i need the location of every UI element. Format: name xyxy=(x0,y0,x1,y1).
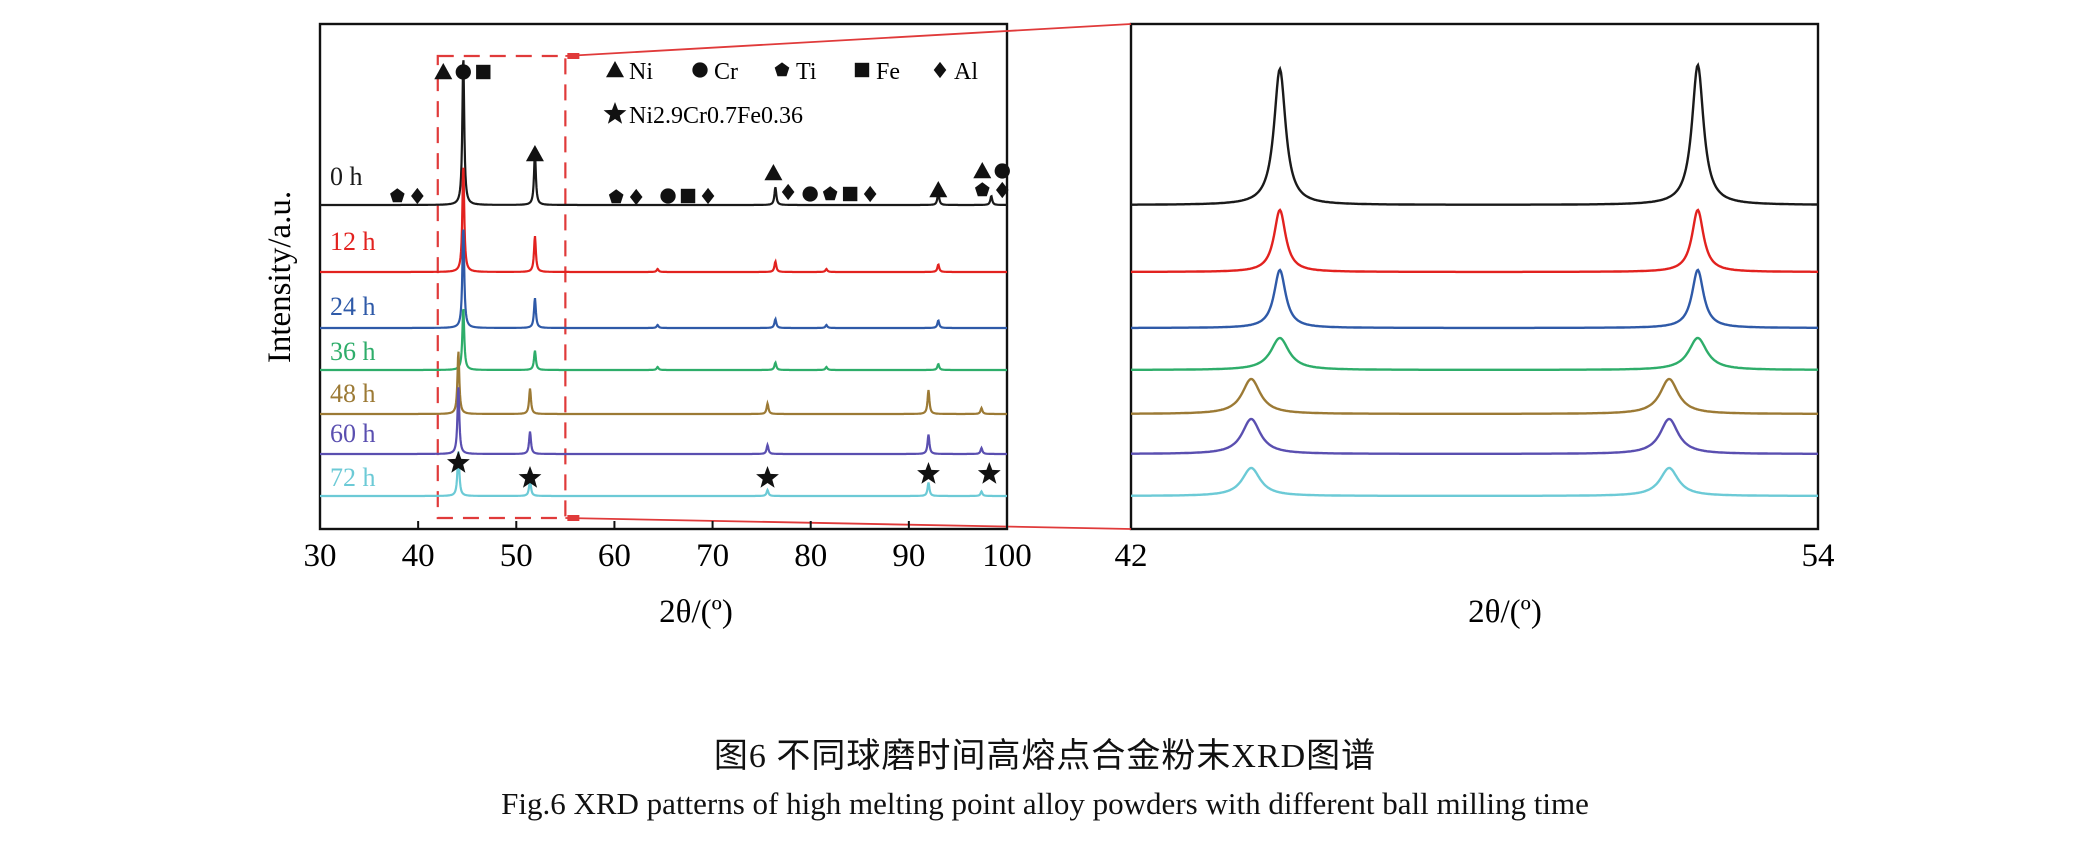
square-marker xyxy=(854,62,870,78)
square-marker xyxy=(842,186,858,202)
left-series-line-0h xyxy=(320,60,1008,207)
legend-label-al: Al xyxy=(954,59,978,85)
left-x-tick-label: 50 xyxy=(500,538,533,574)
left-series-line-12h xyxy=(320,167,1007,274)
star-marker xyxy=(756,466,779,488)
zoom-region-box xyxy=(436,54,567,520)
series-label-48h: 48 h xyxy=(330,379,376,408)
star-marker xyxy=(518,466,542,488)
pentagon-marker xyxy=(608,189,624,204)
series-label-36h: 36 h xyxy=(330,337,376,366)
phase-markers xyxy=(390,63,1010,488)
xrd-figure: 0 h12 h24 h36 h48 h60 h72 h Ni Cr Ti Fe AlNi… xyxy=(262,22,1835,630)
series-label-72h: 72 h xyxy=(330,463,376,492)
circle-marker xyxy=(455,64,471,80)
left-x-tick-label: 70 xyxy=(696,538,729,574)
left-x-axis-label: 2θ/(º) xyxy=(659,594,733,630)
square-marker xyxy=(476,64,491,80)
left-series-line-48h xyxy=(320,351,1007,416)
axis-ticks: 30 40 50 60 70 80 90 100 42 54 xyxy=(304,521,1835,574)
pentagon-marker xyxy=(774,62,790,77)
diamond-marker xyxy=(411,187,424,205)
triangle-marker xyxy=(764,164,783,181)
left-x-tick-label: 100 xyxy=(982,538,1032,574)
diamond-marker xyxy=(629,188,643,206)
legend-label-ni: Ni xyxy=(629,59,653,85)
circle-marker xyxy=(692,62,708,78)
zoom-handle-bottom xyxy=(567,515,580,521)
left-series-line-60h xyxy=(320,387,1007,456)
zoom-connector-top xyxy=(565,23,1132,57)
pentagon-marker xyxy=(822,186,838,201)
right-series-line-24h xyxy=(1131,268,1818,330)
right-series-line-0h xyxy=(1131,62,1818,206)
legend-label-cr: Cr xyxy=(714,59,738,85)
legend-label-compound: Ni2.9Cr0.7Fe0.36 xyxy=(629,103,803,129)
circle-marker xyxy=(660,188,676,204)
circle-marker xyxy=(802,186,818,202)
left-y-axis-label: Intensity/a.u. xyxy=(262,191,298,363)
star-marker xyxy=(917,462,940,484)
right-series-line-72h xyxy=(1131,466,1818,497)
right-x-tick-label: 54 xyxy=(1802,538,1835,574)
legend-label-ti: Ti xyxy=(796,59,817,85)
left-series-line-24h xyxy=(320,229,1007,330)
right-series-line-60h xyxy=(1131,417,1818,455)
series-label-60h: 60 h xyxy=(330,419,376,448)
left-series-group xyxy=(320,60,1008,498)
diamond-marker xyxy=(781,183,795,201)
zoom-connector-bottom xyxy=(565,517,1132,530)
figure-caption-chinese: 图6 不同球磨时间高熔点合金粉末XRD图谱 xyxy=(713,738,1377,775)
triangle-marker xyxy=(606,61,624,78)
left-x-tick-label: 80 xyxy=(794,538,827,574)
series-label-0h: 0 h xyxy=(330,162,363,191)
right-x-tick-label: 42 xyxy=(1115,538,1148,574)
circle-marker xyxy=(994,163,1010,179)
left-x-tick-label: 40 xyxy=(402,538,435,574)
series-label-24h: 24 h xyxy=(330,292,376,321)
triangle-marker xyxy=(525,145,544,162)
left-series-line-36h xyxy=(320,308,1007,372)
figure-caption-english: Fig.6 XRD patterns of high melting point… xyxy=(501,786,1589,821)
right-series-line-48h xyxy=(1131,377,1818,415)
left-x-tick-label: 90 xyxy=(892,538,925,574)
diamond-marker xyxy=(701,187,715,205)
diamond-marker xyxy=(933,61,947,79)
right-series-line-12h xyxy=(1131,208,1818,274)
left-x-tick-label: 60 xyxy=(598,538,631,574)
left-plot-frame xyxy=(318,22,1009,531)
pentagon-marker xyxy=(975,182,990,197)
triangle-marker xyxy=(434,63,453,80)
left-series-labels: 0 h 12 h 24 h 36 h 48 h 60 h 72 h xyxy=(330,162,376,492)
zoom-handle-top xyxy=(567,53,580,59)
square-marker xyxy=(680,188,696,204)
pentagon-marker xyxy=(390,188,405,203)
left-series-line-72h xyxy=(320,451,1007,498)
star-marker xyxy=(977,462,1001,484)
star-marker xyxy=(447,451,470,473)
star-marker xyxy=(603,102,627,124)
right-x-axis-label: 2θ/(º) xyxy=(1468,594,1542,630)
right-series-line-36h xyxy=(1131,336,1818,371)
triangle-marker xyxy=(973,162,992,179)
legend: Ni Cr Ti Fe Al Ni2.9Cr0.7Fe0.36 xyxy=(603,59,978,129)
legend-label-fe: Fe xyxy=(876,59,900,85)
diamond-marker xyxy=(863,185,877,203)
diamond-marker xyxy=(995,181,1009,199)
right-plot-frame xyxy=(1129,22,1820,531)
triangle-marker xyxy=(929,181,948,198)
series-label-12h: 12 h xyxy=(330,227,376,256)
right-series-group xyxy=(1131,62,1818,497)
left-x-tick-label: 30 xyxy=(304,538,337,574)
